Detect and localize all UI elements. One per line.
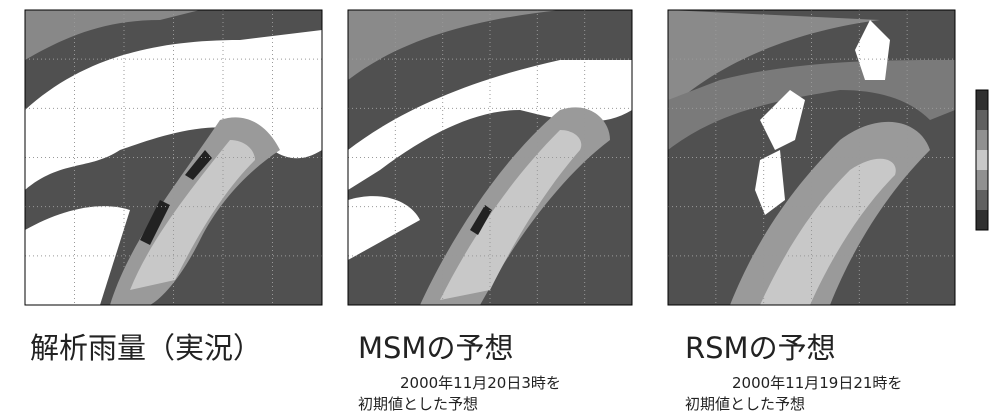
colorbar	[976, 90, 988, 230]
panel-title: 解析雨量（実況）	[30, 331, 262, 365]
canvas: 解析雨量（実況） MSMの予想 2000年11月20日3時を初期値とした予想 RSMの…	[0, 0, 991, 414]
panel-subtitle: 初期値とした予想	[685, 395, 805, 413]
panel-title: MSMの予想	[358, 331, 513, 365]
panel-title: RSMの予想	[685, 331, 836, 365]
figure: 解析雨量（実況） MSMの予想 2000年11月20日3時を初期値とした予想 RSMの…	[0, 0, 991, 414]
panel-subtitle: 2000年11月19日21時を	[732, 374, 902, 392]
panel-subtitle: 2000年11月20日3時を	[400, 374, 561, 392]
panel-subtitle: 初期値とした予想	[358, 395, 478, 413]
